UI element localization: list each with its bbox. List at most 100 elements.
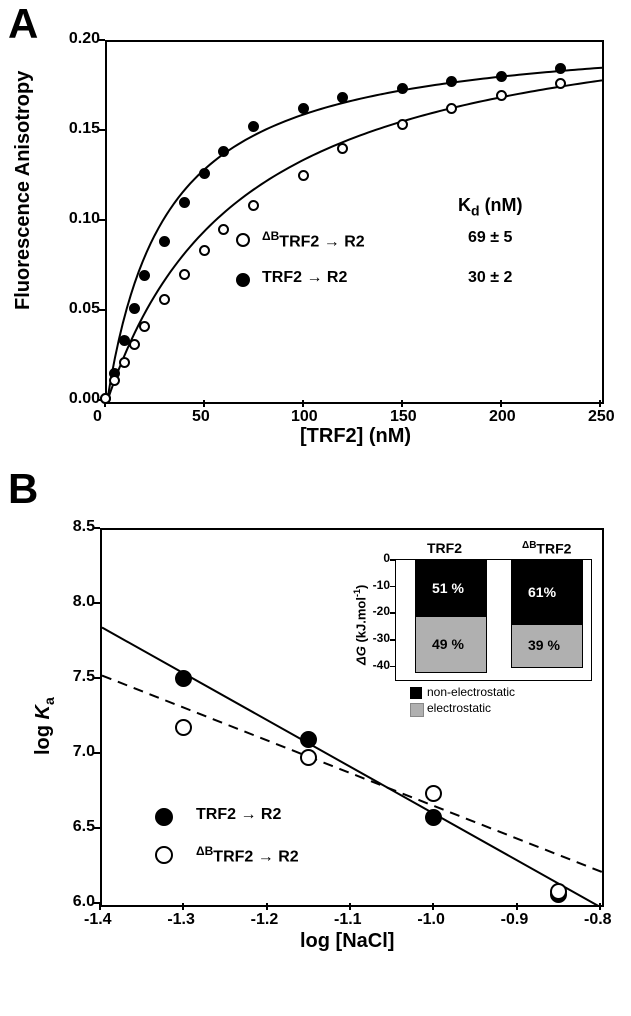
y-tick-label: 0.10 (55, 210, 100, 228)
y-tick-label: 6.5 (60, 818, 95, 836)
data-point (100, 393, 111, 404)
inset-legend-swatch-black (410, 687, 422, 699)
inset-column-header: ΔBTRF2 (522, 540, 571, 557)
x-tick (500, 400, 502, 407)
inset-bar-pct-black: 51 % (432, 580, 464, 596)
inset-y-tick-label: -40 (365, 658, 390, 672)
legend-kd-value: 30 ± 2 (468, 269, 512, 287)
x-tick (99, 903, 101, 910)
panel-a-plot-area (105, 40, 604, 404)
x-tick-label: 150 (390, 408, 417, 426)
y-tick-label: 7.5 (60, 668, 95, 686)
panel-b-label: B (8, 465, 38, 513)
inset-y-tick-label: 0 (365, 551, 390, 565)
panel-b-ylabel-a: a (41, 697, 57, 705)
inset-ylabel: ΔG (kJ.mol-1) (352, 585, 368, 665)
y-tick-label: 8.5 (60, 518, 95, 536)
x-tick-label: 250 (588, 408, 615, 426)
kd-header: Kd (nM) (458, 195, 523, 219)
data-point (139, 321, 150, 332)
x-tick-label: -1.2 (251, 911, 279, 929)
data-point (425, 785, 442, 802)
data-point (496, 90, 507, 101)
data-point (300, 749, 317, 766)
x-tick-label: -0.9 (501, 911, 529, 929)
x-tick-label: -1.3 (167, 911, 195, 929)
panel-b-ylabel-K: K (32, 705, 54, 719)
data-point (397, 119, 408, 130)
x-tick (516, 903, 518, 910)
x-tick-label: -1.4 (84, 911, 112, 929)
data-point (129, 339, 140, 350)
legend-marker-icon (155, 846, 173, 864)
inset-bar-pct-gray: 39 % (528, 637, 560, 653)
inset-bar-pct-gray: 49 % (432, 636, 464, 652)
data-point (446, 76, 457, 87)
x-tick-label: -1.0 (417, 911, 445, 929)
inset-y-tick (390, 559, 395, 561)
data-point (179, 269, 190, 280)
y-tick-label: 0.05 (55, 300, 100, 318)
inset-column-header: TRF2 (427, 540, 462, 556)
data-point (397, 83, 408, 94)
x-tick (302, 400, 304, 407)
panel-a-label: A (8, 0, 38, 48)
inset-y-tick-label: -30 (365, 631, 390, 645)
kd-d: d (471, 203, 480, 219)
data-point (555, 78, 566, 89)
data-point (298, 170, 309, 181)
x-tick (599, 903, 601, 910)
panel-a-svg (107, 42, 602, 402)
y-tick-label: 0.15 (55, 120, 100, 138)
kd-K: K (458, 195, 471, 215)
x-tick (203, 400, 205, 407)
inset-legend-label-gray: electrostatic (427, 701, 491, 715)
legend-label: TRF2 → R2 (196, 806, 281, 824)
data-point (179, 197, 190, 208)
x-tick-label: 200 (489, 408, 516, 426)
fit-line (102, 676, 602, 873)
x-tick-label: 50 (192, 408, 210, 426)
data-point (199, 245, 210, 256)
data-point (119, 357, 130, 368)
legend-label: ΔBTRF2 → R2 (262, 229, 365, 251)
data-point (337, 143, 348, 154)
legend-marker-icon (236, 273, 250, 287)
legend-marker-icon (155, 808, 173, 826)
data-point (159, 236, 170, 247)
legend-kd-value: 69 ± 5 (468, 229, 512, 247)
data-point (159, 294, 170, 305)
inset-y-tick (390, 639, 395, 641)
data-point (248, 121, 259, 132)
x-tick-label: -1.1 (334, 911, 362, 929)
data-point (129, 303, 140, 314)
data-point (300, 731, 317, 748)
inset-y-tick-label: -10 (365, 578, 390, 592)
y-tick-label: 6.0 (60, 893, 95, 911)
kd-unit: (nM) (480, 195, 523, 215)
x-tick (349, 903, 351, 910)
x-tick (432, 903, 434, 910)
y-tick-label: 0.00 (55, 390, 100, 408)
panel-b-xlabel: log [NaCl] (300, 930, 394, 953)
legend-label: ΔBTRF2 → R2 (196, 844, 299, 866)
y-tick-label: 7.0 (60, 743, 95, 761)
figure-root: A Fluorescence Anisotropy [TRF2] (nM) Kd… (0, 0, 631, 1016)
x-tick-label: -0.8 (584, 911, 612, 929)
panel-b-ylabel: log Ka (32, 697, 57, 755)
y-tick-label: 8.0 (60, 593, 95, 611)
data-point (175, 670, 192, 687)
data-point (425, 809, 442, 826)
x-tick-label: 0 (93, 408, 102, 426)
legend-label: TRF2 → R2 (262, 269, 347, 287)
panel-a-ylabel: Fluorescence Anisotropy (12, 71, 35, 310)
inset-y-tick (390, 586, 395, 588)
x-tick (182, 903, 184, 910)
inset-y-tick (390, 612, 395, 614)
data-point (218, 224, 229, 235)
x-tick (266, 903, 268, 910)
data-point (550, 883, 567, 900)
data-point (298, 103, 309, 114)
x-tick-label: 100 (291, 408, 318, 426)
inset-bar-pct-black: 61% (528, 584, 556, 600)
